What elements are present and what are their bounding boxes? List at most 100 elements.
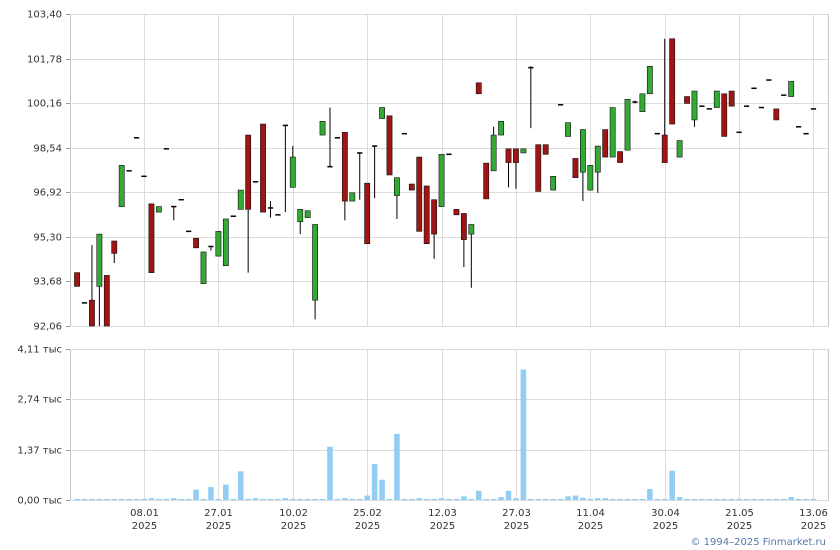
candle-body xyxy=(602,129,609,158)
candle-body xyxy=(289,156,296,188)
candle-body xyxy=(639,93,646,112)
volume-bar xyxy=(550,498,556,500)
volume-bar xyxy=(632,498,638,500)
volume-bar xyxy=(349,498,356,500)
volume-bar xyxy=(661,498,668,500)
x-tick-label: 11.04 2025 xyxy=(576,508,605,532)
candle-body xyxy=(609,107,616,158)
volume-bar xyxy=(81,498,88,500)
candle-body xyxy=(617,151,623,163)
volume-bar xyxy=(74,498,80,500)
x-tick-label: 30.04 2025 xyxy=(651,508,680,532)
candle-body xyxy=(200,251,207,284)
candle-body xyxy=(587,165,594,191)
candle-body xyxy=(736,131,742,134)
candle-body xyxy=(520,148,527,154)
volume-bar xyxy=(468,498,475,500)
volume-bar xyxy=(557,498,564,500)
candle-body xyxy=(237,189,244,210)
candle-body xyxy=(275,214,281,216)
volume-bar xyxy=(513,498,519,500)
volume-bar xyxy=(654,498,661,500)
y-tick-label: 100,16 xyxy=(27,99,62,110)
volume-bar xyxy=(104,498,110,500)
volume-bar xyxy=(609,498,616,500)
y-tick-label: 2,74 тыс xyxy=(17,395,62,406)
volume-bar xyxy=(282,498,289,500)
volume-bar xyxy=(89,498,95,500)
volume-bar xyxy=(178,498,184,500)
volume-bar xyxy=(356,498,363,500)
volume-bar xyxy=(386,498,393,500)
candle-body xyxy=(490,134,497,172)
y-tick-label: 0,00 тыс xyxy=(17,496,62,507)
volume-bar xyxy=(751,498,757,500)
volume-bar xyxy=(706,498,713,500)
volume-bar xyxy=(528,498,534,500)
volume-bar xyxy=(438,498,445,500)
candle-body xyxy=(743,105,750,107)
candle-body xyxy=(624,98,631,151)
volume-bar xyxy=(647,488,653,500)
footer: © 1994–2025 Finmarket.ru xyxy=(690,537,826,548)
x-tick-label: 25.02 2025 xyxy=(353,508,382,532)
candle-body xyxy=(557,104,564,106)
volume-bar xyxy=(572,495,579,500)
candle-body xyxy=(89,299,95,327)
candle-body xyxy=(260,123,266,213)
candle-body xyxy=(513,148,519,163)
volume-bar xyxy=(260,498,266,500)
volume-bar xyxy=(245,498,251,500)
candle-body xyxy=(766,79,772,81)
candle-body xyxy=(304,210,311,218)
candle-body xyxy=(542,144,549,155)
candle-body xyxy=(572,158,579,179)
volume-bar xyxy=(208,487,214,500)
candle-body xyxy=(178,198,184,201)
volume-bar xyxy=(520,369,527,500)
candle-body xyxy=(103,275,110,327)
candle-body xyxy=(446,153,452,156)
y-tick-label: 4,11 тыс xyxy=(17,345,62,356)
volume-bar xyxy=(669,470,675,500)
candle-body xyxy=(758,106,765,109)
volume-bar xyxy=(237,471,244,500)
candle-body xyxy=(401,132,407,135)
volume-bar xyxy=(416,498,423,500)
candle-body xyxy=(565,122,571,137)
candle-body xyxy=(394,177,400,196)
volume-bar xyxy=(126,498,132,500)
volume-bar xyxy=(193,489,199,500)
volume-bar xyxy=(327,446,333,500)
volume-bar xyxy=(148,498,155,500)
candle-body xyxy=(460,213,467,240)
candle-body xyxy=(706,108,712,110)
x-tick-label: 13.06 2025 xyxy=(799,508,828,532)
candle-body xyxy=(669,38,676,125)
volume-bar xyxy=(617,498,623,500)
volume-bar xyxy=(542,498,549,500)
volume-bar xyxy=(721,498,728,500)
candle-body xyxy=(379,107,385,119)
candle-body xyxy=(781,94,787,96)
y-tick-label: 96,92 xyxy=(33,188,62,199)
candle-body xyxy=(505,148,512,163)
candle-body xyxy=(282,124,288,127)
candle-body xyxy=(646,65,653,95)
volume-bar xyxy=(580,497,586,500)
candle-body xyxy=(312,224,319,301)
y-tick-label: 95,30 xyxy=(33,233,62,244)
candle-body xyxy=(699,105,705,107)
volume-bar xyxy=(409,498,415,500)
candle-body xyxy=(133,137,140,139)
candle-body xyxy=(186,230,192,233)
candle-body xyxy=(163,148,169,150)
x-tick-label: 12.03 2025 xyxy=(428,508,457,532)
volume-panel xyxy=(70,349,829,501)
candle-body xyxy=(118,165,125,207)
candle-body xyxy=(267,207,274,209)
volume-bar xyxy=(728,498,735,500)
candle-body xyxy=(155,206,162,213)
volume-bar xyxy=(163,498,170,500)
